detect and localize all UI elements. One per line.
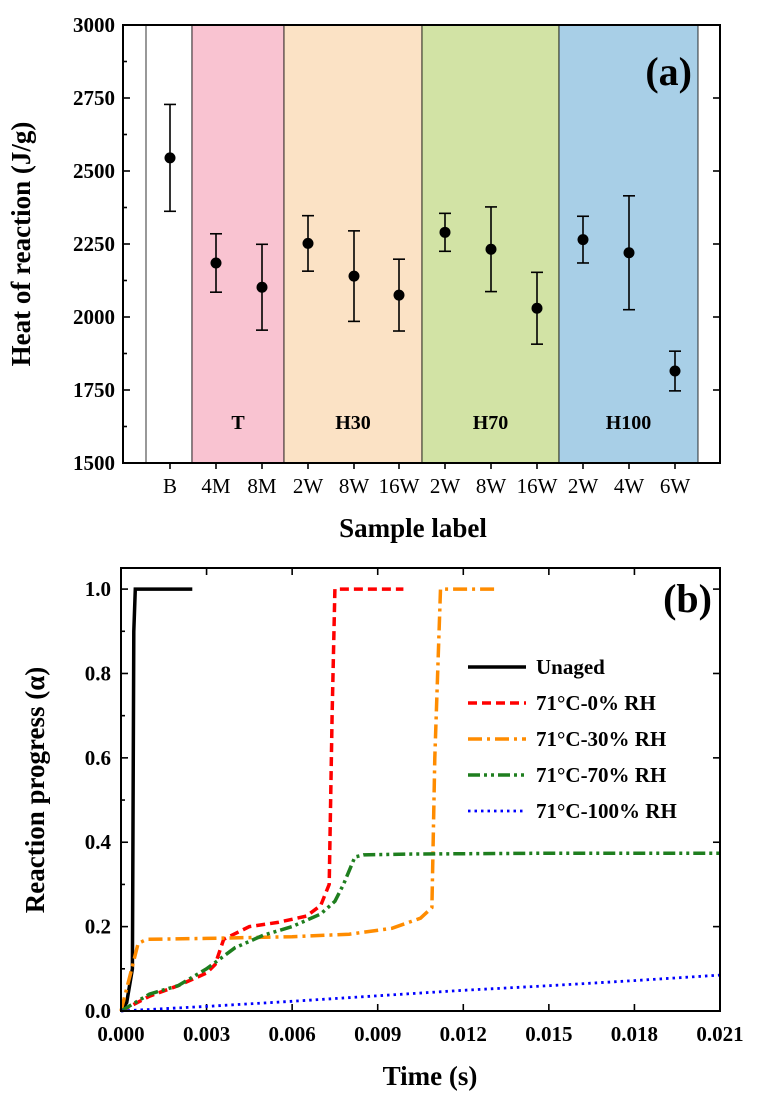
x-tick-label: 8W — [339, 474, 370, 498]
data-point — [531, 302, 543, 314]
x-axis-ticks: B 4M 8M 2W 8W 16W 2W 8W 16W 2W 4W 6W — [163, 463, 690, 498]
x-tick-label: 16W — [517, 474, 558, 498]
x-tick-label: 0.009 — [354, 1022, 401, 1046]
legend-label: 71°C-100% RH — [536, 799, 677, 823]
x-tick-label: 0.003 — [183, 1022, 230, 1046]
x-tick-label: 0.015 — [525, 1022, 572, 1046]
series-line — [119, 587, 498, 1012]
legend-label: Unaged — [536, 655, 605, 679]
chart-panel-b: 0.00.20.40.60.81.0 0.000 0.003 0.006 0.009 0… — [20, 567, 744, 1091]
legend: Unaged 71°C-0% RH 71°C-30% RH 71°C-70% RH 71… — [468, 655, 677, 823]
x-axis-title: Time (s) — [383, 1061, 478, 1091]
x-tick-label: 8W — [476, 474, 507, 498]
y-tick-label: 2750 — [73, 86, 115, 110]
series-line — [120, 973, 721, 1013]
group-label: T — [231, 412, 245, 434]
legend-label: 71°C-0% RH — [536, 691, 656, 715]
plot-frame — [122, 24, 721, 464]
y-tick-label: 1.0 — [85, 577, 111, 601]
data-point — [164, 152, 176, 164]
y-tick-label: 1750 — [73, 378, 115, 402]
x-tick-label: 0.021 — [696, 1022, 743, 1046]
x-tick-label: B — [163, 474, 177, 498]
data-point — [439, 226, 451, 238]
group-labels: T H30 H70 H100 — [231, 412, 651, 434]
group-band — [191, 24, 285, 464]
y-axis-ticks: 1500 1750 2000 2250 2500 2750 3000 — [73, 13, 720, 475]
group-bands — [145, 24, 699, 464]
group-label: H100 — [606, 412, 652, 434]
x-tick-label: 0.000 — [97, 1022, 144, 1046]
data-point — [348, 270, 360, 282]
x-tick-label: 2W — [430, 474, 461, 498]
x-tick-label: 4W — [614, 474, 645, 498]
x-tick-label: 8M — [247, 474, 277, 498]
data-point — [669, 365, 681, 377]
y-tick-label: 0.4 — [85, 830, 112, 854]
data-point — [302, 237, 314, 249]
x-tick-label: 0.006 — [269, 1022, 316, 1046]
y-tick-label: 0.2 — [85, 915, 111, 939]
group-band — [145, 24, 193, 464]
y-tick-label: 0.8 — [85, 661, 111, 685]
series-lines — [119, 587, 721, 1013]
panel-label: (a) — [645, 49, 692, 94]
y-axis-title: Heat of reaction (J/g) — [6, 122, 36, 367]
series-line — [120, 851, 720, 1013]
plot-frame — [120, 567, 721, 1012]
data-point — [485, 243, 497, 255]
series-line — [119, 587, 193, 1012]
x-axis-title: Sample label — [339, 513, 487, 543]
y-tick-label: 0.6 — [85, 746, 111, 770]
group-label: H30 — [335, 412, 371, 434]
x-tick-label: 6W — [660, 474, 691, 498]
x-tick-label: 0.018 — [611, 1022, 658, 1046]
x-axis-ticks: 0.000 0.003 0.006 0.009 0.012 0.015 0.018 0.021 — [97, 568, 744, 1046]
data-point — [577, 234, 589, 246]
y-tick-label: 1500 — [73, 451, 115, 475]
legend-label: 71°C-70% RH — [536, 763, 666, 787]
chart-panel-a: T H30 H70 H100 1500 1750 2000 2250 2500 2750 3000… — [6, 13, 721, 543]
x-tick-label: 0.012 — [440, 1022, 487, 1046]
y-axis-title: Reaction progress (α) — [20, 667, 50, 914]
legend-label: 71°C-30% RH — [536, 727, 666, 751]
data-point — [623, 247, 635, 259]
x-tick-label: 4M — [201, 474, 231, 498]
x-tick-label: 2W — [293, 474, 324, 498]
series-line — [120, 587, 404, 1013]
group-label: H70 — [473, 412, 509, 434]
data-point — [393, 289, 405, 301]
y-tick-label: 3000 — [73, 13, 115, 37]
y-tick-label: 2500 — [73, 159, 115, 183]
data-point — [210, 257, 222, 269]
y-axis-ticks: 0.0 0.2 0.4 0.6 0.8 1.0 — [85, 577, 720, 1023]
panel-label: (b) — [663, 576, 712, 621]
y-tick-label: 2250 — [73, 232, 115, 256]
data-point — [256, 281, 268, 293]
y-tick-label: 2000 — [73, 305, 115, 329]
x-tick-label: 2W — [568, 474, 599, 498]
x-tick-label: 16W — [379, 474, 420, 498]
data-points — [164, 103, 681, 392]
y-tick-label: 0.0 — [85, 999, 111, 1023]
